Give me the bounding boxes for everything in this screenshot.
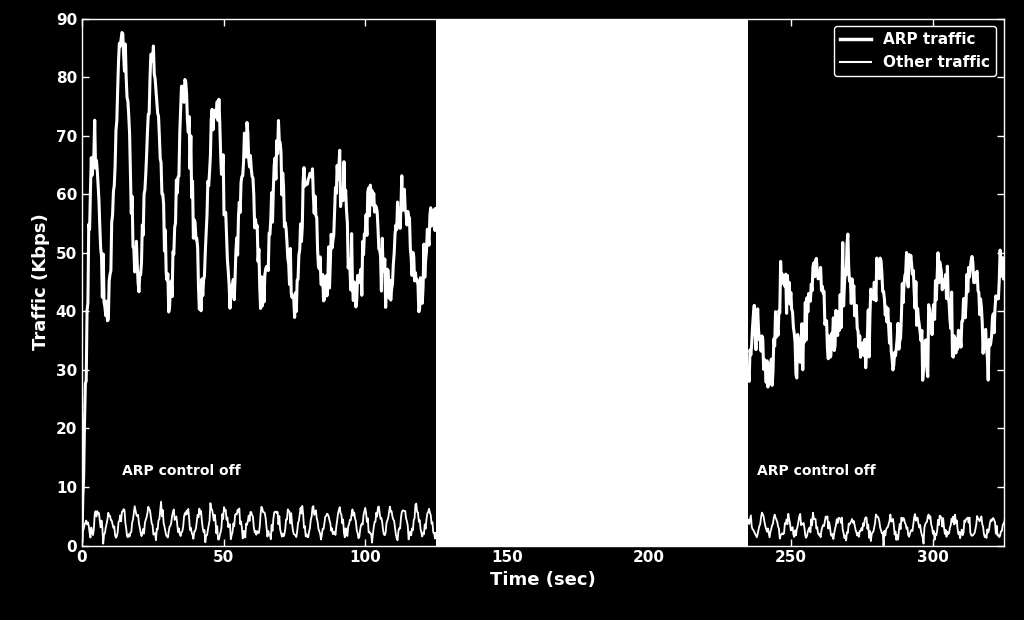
Legend: ARP traffic, Other traffic: ARP traffic, Other traffic xyxy=(834,26,996,76)
Y-axis label: Traffic (Kbps): Traffic (Kbps) xyxy=(32,214,50,350)
Text: ARP control off: ARP control off xyxy=(757,464,876,479)
Bar xyxy=(436,19,749,546)
X-axis label: Time (sec): Time (sec) xyxy=(489,571,596,589)
Text: ARP control off: ARP control off xyxy=(122,464,241,479)
